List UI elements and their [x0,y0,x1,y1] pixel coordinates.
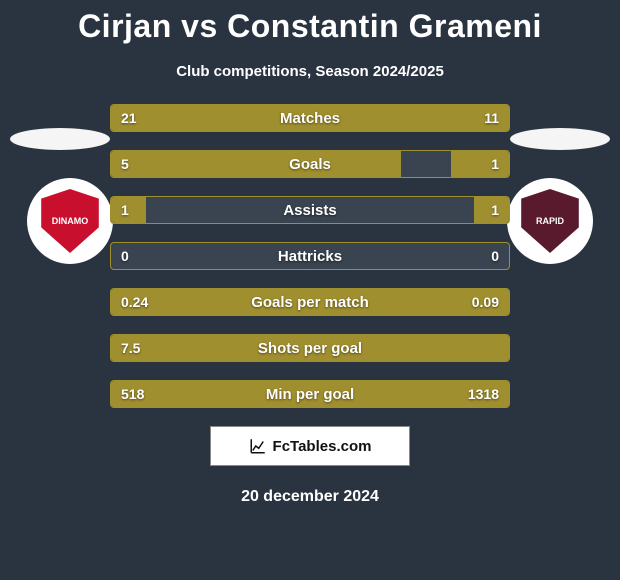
stat-row-min-per-goal: 518 Min per goal 1318 [110,380,510,408]
stat-row-shots-per-goal: 7.5 Shots per goal [110,334,510,362]
stat-label: Hattricks [111,243,509,269]
stat-label: Matches [111,105,509,131]
stat-value-right: 11 [484,105,499,131]
stat-label: Assists [111,197,509,223]
player-silhouette-left [10,128,110,150]
stat-label: Shots per goal [111,335,509,361]
stat-value-right: 1 [491,197,499,223]
stat-label: Goals per match [111,289,509,315]
brand-text: FcTables.com [273,438,372,455]
date-text: 20 december 2024 [0,488,620,506]
subtitle: Club competitions, Season 2024/2025 [0,63,620,80]
stat-row-hattricks: 0 Hattricks 0 [110,242,510,270]
club-name-left: DINAMO [52,216,89,226]
stat-row-matches: 21 Matches 11 [110,104,510,132]
club-badge-right: RAPID [507,178,593,264]
stat-row-goals-per-match: 0.24 Goals per match 0.09 [110,288,510,316]
brand-box[interactable]: FcTables.com [210,426,410,466]
stat-value-right: 0.09 [472,289,499,315]
club-badge-left: DINAMO [27,178,113,264]
club-name-right: RAPID [536,216,564,226]
stat-value-right: 1318 [468,381,499,407]
player-silhouette-right [510,128,610,150]
page-title: Cirjan vs Constantin Grameni [0,0,620,45]
club-crest-rapid: RAPID [518,189,582,253]
stat-value-right: 1 [491,151,499,177]
stat-row-goals: 5 Goals 1 [110,150,510,178]
club-crest-dinamo: DINAMO [38,189,102,253]
chart-icon [249,437,267,455]
stat-label: Goals [111,151,509,177]
stat-label: Min per goal [111,381,509,407]
stat-row-assists: 1 Assists 1 [110,196,510,224]
stat-value-right: 0 [491,243,499,269]
stats-container: 21 Matches 11 5 Goals 1 1 Assists 1 0 Ha… [110,104,510,408]
